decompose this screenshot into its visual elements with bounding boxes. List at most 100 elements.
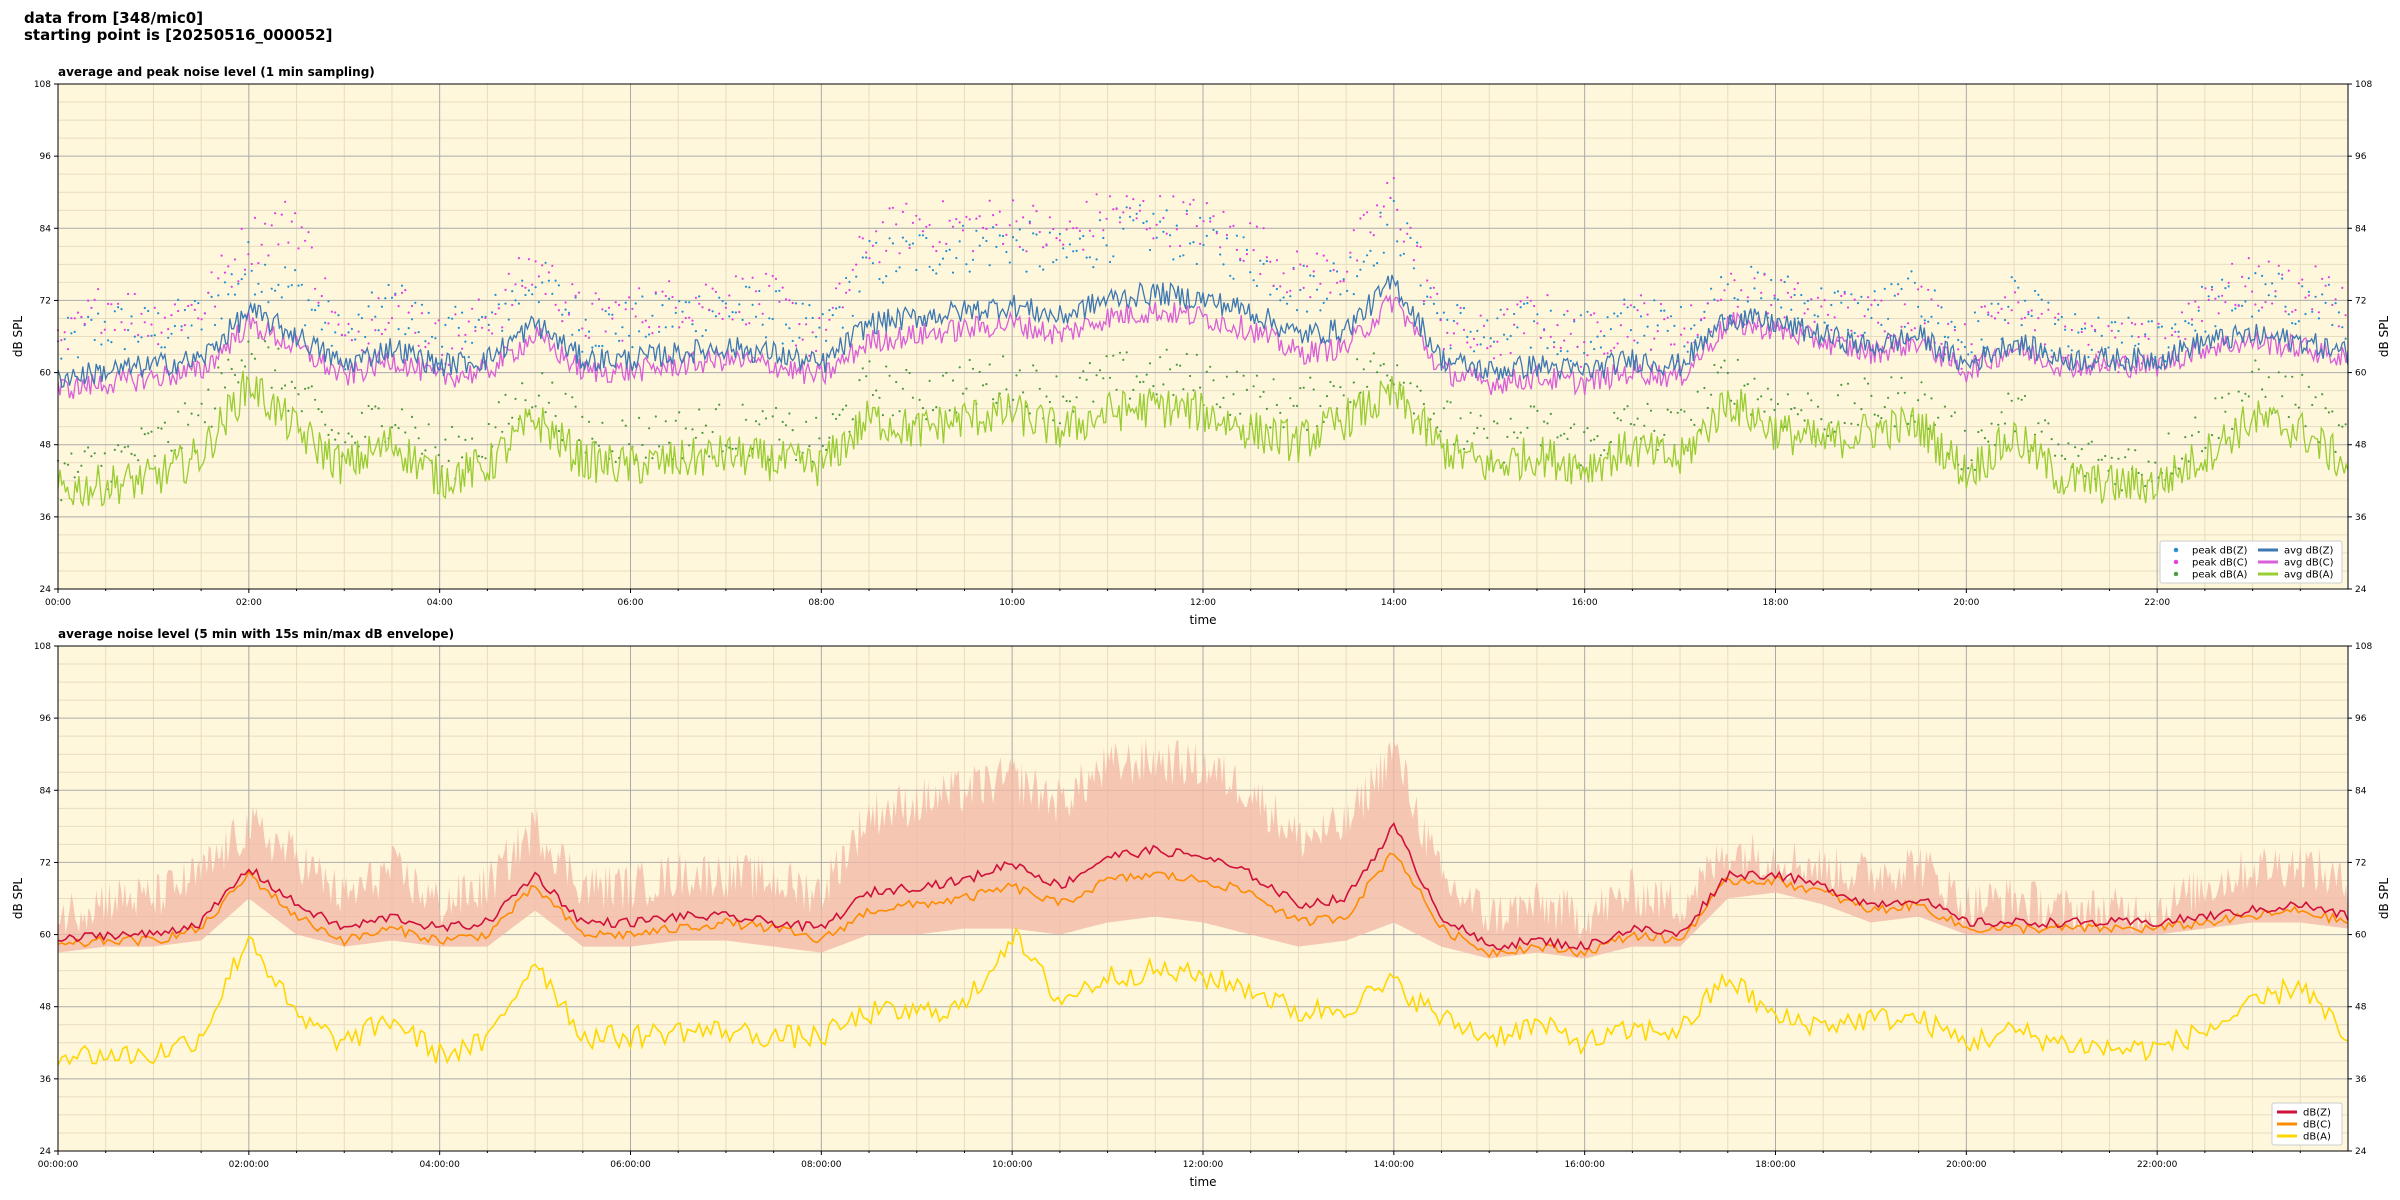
peak-point: [865, 256, 868, 259]
peak-point: [1873, 299, 1876, 302]
header-start-line: starting point is [20250516_000052]: [24, 26, 333, 44]
peak-point: [167, 336, 170, 339]
peak-point: [1927, 320, 1930, 323]
peak-point: [297, 393, 300, 396]
peak-point: [471, 341, 474, 344]
peak-point: [1900, 325, 1903, 328]
peak-point: [2247, 277, 2250, 280]
peak-point: [1436, 292, 1439, 295]
peak-point: [714, 290, 718, 293]
peak-point: [410, 415, 414, 418]
peak-point: [531, 406, 534, 409]
peak-point: [461, 311, 464, 314]
peak-point: [541, 264, 544, 267]
peak-point: [1002, 355, 1005, 358]
peak-point: [1022, 248, 1025, 251]
peak-point: [1366, 254, 1369, 257]
x-tick-label: 14:00:00: [1374, 1160, 1415, 1170]
peak-point: [2110, 329, 2113, 332]
peak-point: [1446, 400, 1449, 403]
peak-point: [2304, 296, 2307, 299]
peak-point: [240, 227, 243, 230]
peak-point: [1132, 198, 1135, 201]
peak-point: [2307, 294, 2310, 297]
y-axis-label-left: dB SPL: [11, 878, 25, 920]
peak-point: [1750, 265, 1753, 268]
peak-point: [1583, 431, 1586, 434]
peak-point: [1429, 287, 1432, 290]
peak-point: [1833, 316, 1836, 319]
peak-point: [257, 282, 260, 285]
peak-point: [808, 354, 811, 357]
peak-point: [1172, 393, 1175, 397]
peak-point: [1977, 430, 1980, 434]
peak-point: [1496, 340, 1499, 343]
peak-point: [127, 445, 130, 448]
peak-point: [180, 329, 183, 332]
peak-point: [384, 297, 387, 300]
peak-point: [1376, 204, 1379, 207]
peak-point: [2297, 320, 2300, 323]
peak-point: [1042, 246, 1045, 249]
peak-point: [1679, 408, 1683, 411]
peak-point: [2224, 301, 2227, 304]
peak-point: [2334, 302, 2337, 305]
x-tick-label: 08:00:00: [801, 1160, 842, 1170]
peak-point: [1796, 282, 1799, 285]
peak-point: [1563, 432, 1566, 435]
peak-point: [517, 257, 521, 260]
peak-point: [407, 327, 410, 330]
peak-point: [2264, 395, 2267, 398]
peak-point: [147, 334, 150, 337]
y-tick-label-right: 72: [2355, 296, 2366, 306]
peak-point: [584, 318, 587, 321]
peak-point: [2010, 276, 2013, 279]
peak-point: [487, 329, 490, 332]
peak-point: [1482, 336, 1486, 339]
peak-point: [377, 297, 380, 300]
peak-point: [1012, 398, 1015, 401]
peak-point: [664, 294, 667, 298]
peak-point: [1900, 287, 1903, 291]
peak-point: [571, 396, 574, 399]
peak-point: [2210, 434, 2214, 437]
peak-point: [1402, 381, 1405, 384]
peak-point: [160, 346, 163, 349]
peak-point: [1128, 397, 1132, 400]
peak-point: [1596, 321, 1599, 324]
peak-point: [758, 289, 761, 293]
peak-point: [474, 329, 477, 332]
peak-point: [825, 328, 828, 331]
peak-point: [434, 446, 437, 449]
peak-point: [2334, 450, 2337, 453]
peak-point: [1496, 317, 1499, 320]
peak-point: [668, 297, 671, 300]
peak-point: [1369, 249, 1372, 252]
peak-point: [2291, 310, 2294, 313]
peak-point: [1092, 266, 1095, 269]
peak-point: [2064, 325, 2067, 328]
peak-point: [955, 256, 958, 260]
peak-point: [1526, 296, 1529, 299]
peak-point: [127, 329, 130, 332]
peak-point: [658, 325, 661, 328]
peak-point: [1753, 377, 1756, 380]
peak-point: [491, 311, 494, 314]
peak-point: [1259, 395, 1262, 398]
peak-point: [1098, 219, 1102, 222]
peak-point: [1543, 329, 1546, 332]
peak-point: [1846, 382, 1850, 385]
peak-point: [1489, 337, 1492, 340]
peak-point: [978, 244, 981, 247]
y-tick-label-right: 60: [2355, 369, 2367, 379]
peak-point: [2170, 472, 2174, 475]
peak-point: [801, 338, 804, 341]
x-tick-label: 04:00: [427, 598, 453, 608]
peak-point: [380, 332, 383, 336]
legend-label: dB(A): [2303, 1132, 2331, 1143]
peak-point: [764, 336, 768, 339]
peak-point: [1466, 440, 1469, 443]
peak-point: [2224, 287, 2227, 290]
peak-point: [1025, 270, 1028, 273]
peak-point: [1599, 330, 1602, 333]
